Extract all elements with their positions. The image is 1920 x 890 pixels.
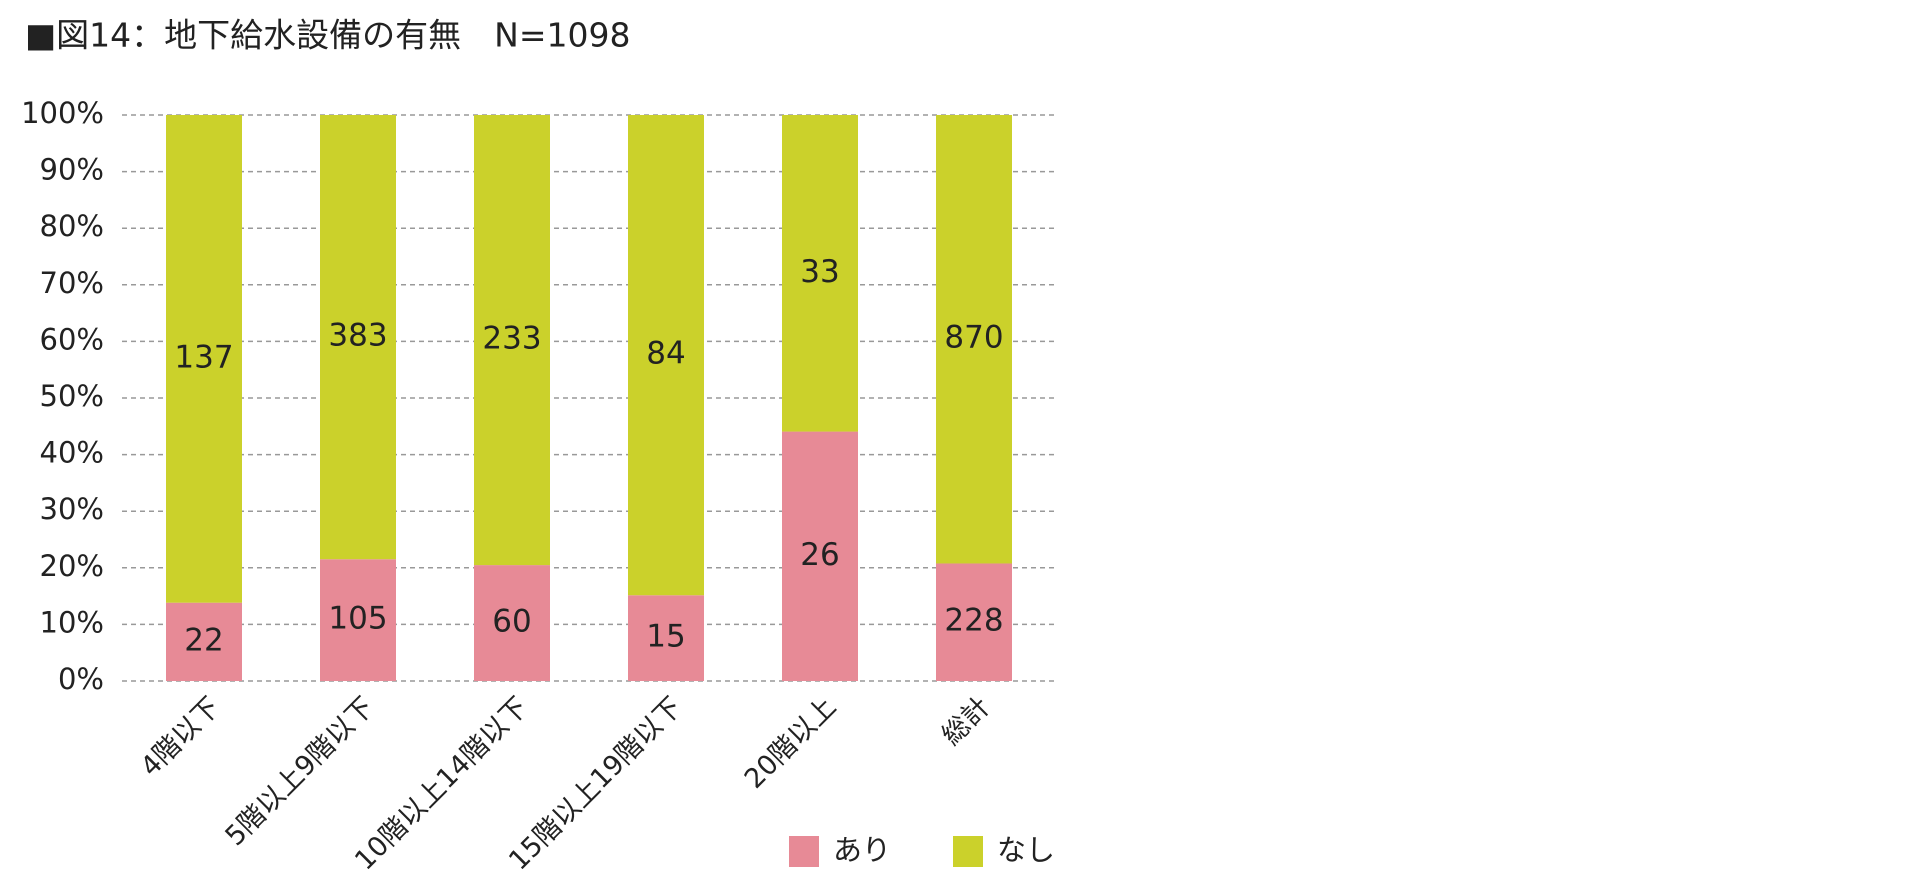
bar-segment (628, 115, 704, 596)
bar-segment (166, 602, 242, 681)
value-label: 15 (646, 619, 685, 655)
y-tick-label: 0% (58, 662, 104, 696)
x-tick-label: 5階以上9階以下 (219, 691, 380, 852)
bar-segment (782, 431, 858, 681)
value-label: 137 (174, 339, 233, 375)
bar-segment (936, 563, 1012, 681)
value-label: 228 (944, 603, 1003, 639)
x-tick-label: 総計 (936, 691, 996, 751)
value-label: 33 (800, 254, 839, 290)
value-label: 22 (184, 622, 223, 658)
x-tick-label: 4階以下 (135, 691, 226, 782)
bar-segment (474, 565, 550, 681)
y-tick-label: 10% (40, 605, 104, 639)
y-tick-label: 100% (21, 96, 104, 130)
value-label: 105 (328, 601, 387, 637)
y-tick-label: 60% (40, 322, 104, 356)
y-tick-label: 50% (40, 379, 104, 413)
legend-label: なし (997, 833, 1055, 867)
value-label: 26 (800, 537, 839, 573)
chart-title: ■図14：地下給水設備の有無 N=1098 (25, 16, 631, 55)
x-tick-label: 10階以上14階以下 (349, 691, 534, 876)
x-tick-label: 15階以上19階以下 (503, 691, 688, 876)
bar-segment (628, 595, 704, 681)
legend-label: あり (833, 833, 891, 867)
value-label: 233 (482, 321, 541, 357)
value-label: 870 (944, 320, 1003, 356)
bar-segment (166, 115, 242, 603)
value-label: 84 (646, 336, 685, 372)
value-label: 383 (328, 318, 387, 354)
value-label: 60 (492, 604, 531, 640)
y-tick-label: 30% (40, 492, 104, 526)
bar-segment (320, 559, 396, 681)
y-tick-label: 90% (40, 153, 104, 187)
y-tick-label: 20% (40, 549, 104, 583)
bar-segment (474, 115, 550, 566)
y-tick-label: 70% (40, 266, 104, 300)
legend-swatch (953, 836, 983, 867)
legend-swatch (789, 836, 819, 867)
bar-segment (320, 115, 396, 560)
y-tick-label: 40% (40, 436, 104, 470)
y-tick-label: 80% (40, 209, 104, 243)
bar-segment (782, 115, 858, 432)
x-tick-label: 20階以上 (739, 691, 842, 794)
bar-segment (936, 115, 1012, 564)
